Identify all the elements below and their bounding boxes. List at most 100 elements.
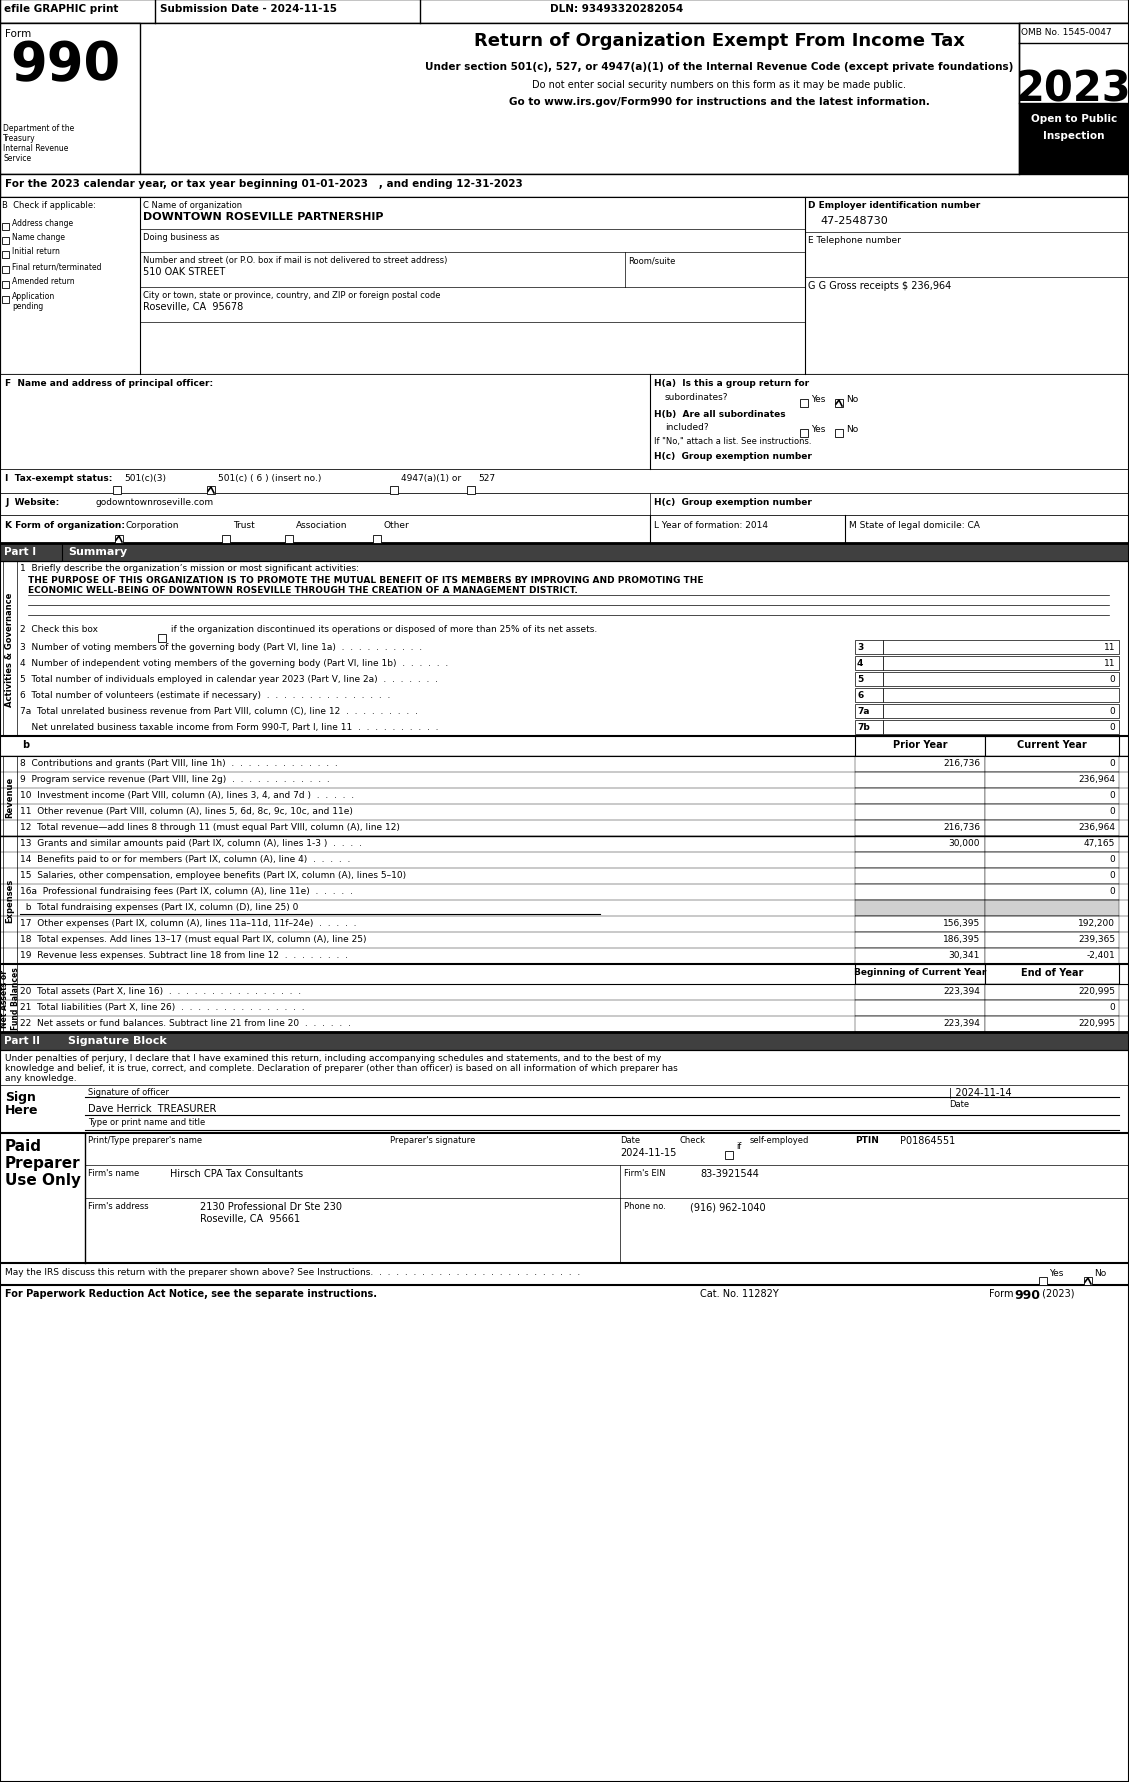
Bar <box>2 251 9 258</box>
Text: Firm's EIN: Firm's EIN <box>624 1169 665 1178</box>
Bar <box>855 820 984 836</box>
Bar <box>158 634 166 643</box>
Text: 4947(a)(1) or: 4947(a)(1) or <box>401 474 461 483</box>
Text: Use Only: Use Only <box>5 1173 81 1187</box>
Bar <box>390 486 399 495</box>
Text: Current Year: Current Year <box>1017 740 1087 750</box>
Text: Association: Association <box>296 520 348 529</box>
Text: Preparer's signature: Preparer's signature <box>390 1135 475 1144</box>
Text: 156,395: 156,395 <box>943 918 980 927</box>
Bar <box>984 820 1119 836</box>
Bar <box>855 804 984 820</box>
Bar <box>835 429 843 438</box>
Text: Cat. No. 11282Y: Cat. No. 11282Y <box>700 1288 779 1299</box>
Bar <box>883 704 1119 718</box>
Bar <box>855 757 984 773</box>
Text: 17  Other expenses (Part IX, column (A), lines 11a–11d, 11f–24e)  .  .  .  .  .: 17 Other expenses (Part IX, column (A), … <box>20 918 357 927</box>
Bar <box>0 23 1129 175</box>
Text: K Form of organization:: K Form of organization: <box>5 520 125 529</box>
Text: 11: 11 <box>1103 643 1115 652</box>
Text: 11  Other revenue (Part VIII, column (A), lines 5, 6d, 8c, 9c, 10c, and 11e): 11 Other revenue (Part VIII, column (A),… <box>20 807 353 816</box>
Text: G G Gross receipts $ 236,964: G G Gross receipts $ 236,964 <box>808 282 952 290</box>
Text: For Paperwork Reduction Act Notice, see the separate instructions.: For Paperwork Reduction Act Notice, see … <box>5 1288 377 1299</box>
Text: Type or print name and title: Type or print name and title <box>88 1117 205 1126</box>
Bar <box>855 852 984 868</box>
Text: Corporation: Corporation <box>126 520 180 529</box>
Text: P01864551: P01864551 <box>900 1135 955 1146</box>
Text: b  Total fundraising expenses (Part IX, column (D), line 25) 0: b Total fundraising expenses (Part IX, c… <box>20 902 298 911</box>
Text: Here: Here <box>5 1103 38 1116</box>
Text: 501(c) ( 6 ) (insert no.): 501(c) ( 6 ) (insert no.) <box>218 474 322 483</box>
Text: 83-3921544: 83-3921544 <box>700 1169 759 1178</box>
Text: 5: 5 <box>857 675 864 684</box>
Text: (916) 962-1040: (916) 962-1040 <box>690 1201 765 1212</box>
Bar <box>0 374 1129 470</box>
Text: Prior Year: Prior Year <box>893 740 947 750</box>
Text: Print/Type preparer's name: Print/Type preparer's name <box>88 1135 202 1144</box>
Text: Number and street (or P.O. box if mail is not delivered to street address): Number and street (or P.O. box if mail i… <box>143 257 447 266</box>
Bar <box>984 948 1119 964</box>
Bar <box>883 642 1119 654</box>
Text: 6  Total number of volunteers (estimate if necessary)  .  .  .  .  .  .  .  .  .: 6 Total number of volunteers (estimate i… <box>20 691 391 700</box>
Text: H(a)  Is this a group return for: H(a) Is this a group return for <box>654 380 809 388</box>
Text: 0: 0 <box>1110 791 1115 800</box>
Bar <box>0 932 1129 948</box>
Text: included?: included? <box>665 422 709 431</box>
Text: 2024-11-15: 2024-11-15 <box>620 1148 676 1157</box>
Text: 2023: 2023 <box>1016 69 1129 110</box>
Bar <box>855 884 984 900</box>
Text: Form: Form <box>5 29 32 39</box>
Bar <box>0 1016 1129 1032</box>
Text: 510 OAK STREET: 510 OAK STREET <box>143 267 226 276</box>
Bar <box>855 656 883 670</box>
Text: Activities & Governance: Activities & Governance <box>6 592 15 706</box>
Text: 9  Program service revenue (Part VIII, line 2g)  .  .  .  .  .  .  .  .  .  .  .: 9 Program service revenue (Part VIII, li… <box>20 775 330 784</box>
Bar <box>855 688 883 702</box>
Text: 12  Total revenue—add lines 8 through 11 (must equal Part VIII, column (A), line: 12 Total revenue—add lines 8 through 11 … <box>20 823 400 832</box>
Bar <box>0 1032 1129 1050</box>
Bar <box>984 736 1119 757</box>
Text: 192,200: 192,200 <box>1078 918 1115 927</box>
Bar <box>3 964 17 1032</box>
Text: Room/suite: Room/suite <box>628 257 675 266</box>
Text: 22  Net assets or fund balances. Subtract line 21 from line 20  .  .  .  .  .  .: 22 Net assets or fund balances. Subtract… <box>20 1019 351 1028</box>
Text: 236,964: 236,964 <box>1078 775 1115 784</box>
Text: Preparer: Preparer <box>5 1155 80 1171</box>
Bar <box>1039 1278 1047 1285</box>
Text: 30,341: 30,341 <box>948 950 980 959</box>
Bar <box>984 789 1119 804</box>
Text: 7a  Total unrelated business revenue from Part VIII, column (C), line 12  .  .  : 7a Total unrelated business revenue from… <box>20 707 418 716</box>
Bar <box>855 984 984 1000</box>
Text: Initial return: Initial return <box>12 248 60 257</box>
Text: PTIN: PTIN <box>855 1135 878 1144</box>
Text: knowledge and belief, it is true, correct, and complete. Declaration of preparer: knowledge and belief, it is true, correc… <box>5 1064 677 1073</box>
Text: Service: Service <box>3 153 32 162</box>
Text: 501(c)(3): 501(c)(3) <box>124 474 166 483</box>
Text: 47,165: 47,165 <box>1084 839 1115 848</box>
Text: Firm's address: Firm's address <box>88 1201 149 1210</box>
Bar <box>113 486 121 495</box>
Bar <box>0 804 1129 820</box>
Text: (2023): (2023) <box>1039 1288 1075 1299</box>
Text: 30,000: 30,000 <box>948 839 980 848</box>
Bar <box>984 932 1119 948</box>
Text: No: No <box>1094 1269 1106 1278</box>
Bar <box>2 282 9 289</box>
Text: | 2024-11-14: | 2024-11-14 <box>949 1087 1012 1098</box>
Bar <box>0 515 1129 544</box>
Text: Inspection: Inspection <box>1043 130 1105 141</box>
Bar <box>984 757 1119 773</box>
Text: H(c)  Group exemption number: H(c) Group exemption number <box>654 453 812 462</box>
Bar <box>984 773 1119 789</box>
Bar <box>984 884 1119 900</box>
Bar <box>725 1151 733 1160</box>
Bar <box>835 399 843 408</box>
Bar <box>855 672 883 686</box>
Bar <box>3 757 17 836</box>
Bar <box>883 720 1119 734</box>
Text: 7b: 7b <box>857 722 869 732</box>
Bar <box>984 964 1119 984</box>
Bar <box>0 757 1129 773</box>
Bar <box>0 23 140 175</box>
Text: 0: 0 <box>1110 759 1115 768</box>
